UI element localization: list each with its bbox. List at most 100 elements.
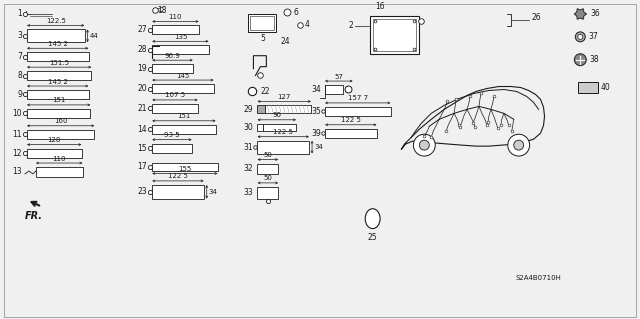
Text: 57: 57 <box>335 74 343 79</box>
Bar <box>27 90 88 99</box>
Text: 35: 35 <box>311 107 321 116</box>
Text: 28: 28 <box>138 45 147 54</box>
Text: 18: 18 <box>157 5 166 15</box>
Text: 24: 24 <box>280 37 290 46</box>
Text: 145: 145 <box>176 72 189 78</box>
Text: 19: 19 <box>138 64 147 73</box>
Circle shape <box>508 134 530 156</box>
Text: 30: 30 <box>244 123 253 132</box>
Text: 11: 11 <box>12 130 22 139</box>
Bar <box>257 105 266 113</box>
Text: 34: 34 <box>209 189 218 195</box>
Text: 50: 50 <box>264 152 272 158</box>
Text: 128: 128 <box>47 137 61 143</box>
Text: 122 5: 122 5 <box>168 174 188 179</box>
Text: 155: 155 <box>179 166 191 172</box>
Text: 29: 29 <box>244 105 253 114</box>
Bar <box>257 164 278 174</box>
Text: 22: 22 <box>260 87 270 96</box>
Circle shape <box>575 32 585 42</box>
Text: 110: 110 <box>52 156 66 161</box>
Text: 37: 37 <box>588 32 598 41</box>
Text: 16: 16 <box>375 2 385 11</box>
Bar <box>152 185 204 199</box>
Text: 1: 1 <box>17 10 22 19</box>
Text: 12: 12 <box>12 149 22 158</box>
Text: 122 5: 122 5 <box>341 117 361 123</box>
Bar <box>27 149 81 158</box>
Bar <box>152 104 198 113</box>
Text: 39: 39 <box>311 129 321 138</box>
Text: 160: 160 <box>54 118 67 124</box>
Text: 110: 110 <box>169 14 182 20</box>
Circle shape <box>419 140 429 150</box>
Text: 2: 2 <box>348 21 353 30</box>
Bar <box>152 162 218 172</box>
Bar <box>248 14 276 32</box>
Text: 96.9: 96.9 <box>164 53 180 59</box>
Text: 7: 7 <box>17 52 22 61</box>
Text: 6: 6 <box>293 8 298 17</box>
Circle shape <box>574 54 586 66</box>
Text: 34: 34 <box>314 144 323 150</box>
Bar <box>27 71 92 80</box>
Text: 151.5: 151.5 <box>49 60 69 66</box>
Text: 44: 44 <box>90 33 99 39</box>
Text: 34: 34 <box>311 85 321 94</box>
Text: 122.5: 122.5 <box>46 18 66 24</box>
Text: 90: 90 <box>272 112 282 118</box>
Bar <box>27 130 95 139</box>
Text: 9: 9 <box>17 90 22 99</box>
Bar <box>152 26 199 34</box>
Bar <box>370 16 419 54</box>
Bar <box>250 16 275 30</box>
Text: 145 2: 145 2 <box>48 41 68 47</box>
Bar <box>325 107 390 116</box>
Bar <box>372 19 417 51</box>
Text: 122 5: 122 5 <box>273 129 293 135</box>
Text: 27: 27 <box>138 26 147 34</box>
Text: 135: 135 <box>173 34 187 40</box>
Text: 4: 4 <box>305 20 310 29</box>
Text: 50: 50 <box>264 175 272 182</box>
Text: 31: 31 <box>244 143 253 152</box>
Text: 23: 23 <box>138 187 147 196</box>
Bar <box>325 85 343 94</box>
Bar <box>152 64 193 73</box>
Text: 10: 10 <box>12 109 22 118</box>
Text: 127: 127 <box>278 94 291 100</box>
Bar <box>266 105 311 113</box>
Text: 38: 38 <box>589 55 599 64</box>
Bar <box>27 29 84 42</box>
Bar <box>579 82 598 93</box>
Bar <box>36 167 83 177</box>
Bar <box>27 109 90 118</box>
Polygon shape <box>574 9 586 19</box>
Text: 3: 3 <box>17 31 22 40</box>
Bar <box>257 141 309 153</box>
Text: 157 7: 157 7 <box>348 95 368 101</box>
Text: 20: 20 <box>138 84 147 93</box>
Text: 17: 17 <box>138 162 147 172</box>
Bar <box>257 187 278 199</box>
Text: 25: 25 <box>368 233 378 241</box>
Text: 151: 151 <box>177 113 191 119</box>
Bar <box>257 124 264 131</box>
Circle shape <box>514 140 524 150</box>
Text: 15: 15 <box>138 144 147 152</box>
Bar <box>325 129 376 138</box>
Bar <box>152 125 216 134</box>
Text: 21: 21 <box>138 104 147 113</box>
Text: 5: 5 <box>260 34 265 43</box>
Text: 145 2: 145 2 <box>48 78 68 85</box>
Text: FR.: FR. <box>25 211 43 221</box>
Text: 26: 26 <box>532 13 541 22</box>
Text: 33: 33 <box>244 188 253 197</box>
Text: 13: 13 <box>12 167 22 176</box>
Text: 8: 8 <box>17 71 22 80</box>
Text: 32: 32 <box>244 165 253 174</box>
Text: 40: 40 <box>600 83 610 92</box>
Bar <box>152 84 214 93</box>
Circle shape <box>413 134 435 156</box>
Circle shape <box>578 34 583 39</box>
